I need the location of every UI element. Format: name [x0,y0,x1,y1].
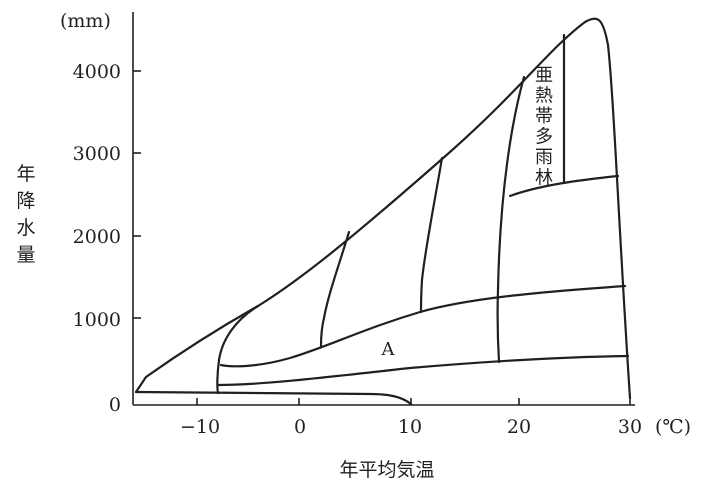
vegetation-boundaries [134,17,632,406]
y-tick-label: 3000 [73,143,121,165]
x-unit-label: (℃) [655,416,691,438]
x-tick-label: −10 [180,416,220,438]
upper-horizontal-line [508,174,620,198]
divider-line-3 [496,75,526,364]
upper-band-line [219,284,627,368]
x-tick-label: 20 [507,416,531,438]
y-axis-title: 年降水量 [16,163,35,266]
subtropical-label-char: 多 [535,127,553,148]
divider-line-2 [419,156,444,314]
y-ticks [133,70,141,319]
x-tick-label: 10 [398,416,422,438]
y-tick-label: 4000 [73,61,121,83]
y-unit-label: (mm) [60,10,111,32]
x-ticks [196,398,631,405]
x-tick-label: 30 [618,416,642,438]
bottom-boundary-line [134,390,413,406]
lower-band-line [216,354,630,387]
subtropical-label-char: 亜 [535,65,553,86]
divider-line-1 [319,230,351,348]
region-label-a: A [381,339,396,360]
subtropical-label-char: 熱 [535,86,553,107]
x-tick-label: 0 [294,416,306,438]
x-axis-title: 年平均気温 [339,459,434,481]
subtropical-label-char: 林 [535,168,553,189]
y-tick-label: 1000 [73,309,121,331]
y-tick-label: 2000 [73,226,121,248]
inner-left-curve [216,304,260,395]
y-tick-label: 0 [109,394,121,416]
subtropical-label-char: 雨 [535,147,553,168]
subtropical-label-char: 帯 [535,106,553,127]
